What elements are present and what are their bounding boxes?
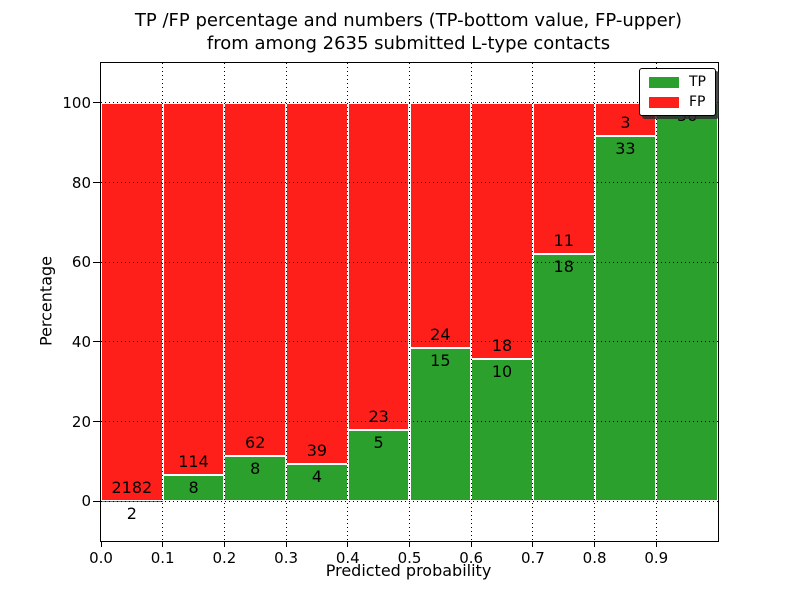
- x-tick-mark: [285, 541, 287, 547]
- bar-fp-segment: [471, 102, 533, 359]
- fp-count-label: 11: [553, 230, 574, 250]
- gridline-vertical: [162, 63, 164, 541]
- y-tick-label: 60: [71, 253, 91, 272]
- fp-count-label: 24: [430, 324, 451, 344]
- y-tick-label: 80: [71, 173, 91, 192]
- chart-title-line2: from among 2635 submitted L-type contact…: [206, 33, 611, 54]
- fp-count-label: 39: [306, 441, 328, 461]
- legend-entry-fp: FP: [649, 95, 706, 109]
- x-tick-label: 0.9: [644, 549, 669, 567]
- gridline-vertical: [409, 63, 410, 541]
- legend-label-fp: FP: [689, 94, 706, 110]
- y-tick-mark: [93, 182, 100, 183]
- x-tick-label: 0.3: [274, 549, 299, 567]
- bar-tp-segment: [532, 253, 595, 502]
- x-tick-mark: [100, 541, 102, 547]
- gridline-vertical: [223, 63, 225, 541]
- tp-count-label: 5: [373, 433, 384, 453]
- tp-count-label: 8: [250, 458, 261, 478]
- x-tick-mark: [223, 541, 225, 547]
- x-tick-mark: [162, 541, 164, 547]
- tp-count-label: 18: [553, 256, 574, 276]
- x-tick-label: 0.2: [212, 549, 237, 567]
- y-tick-mark: [93, 102, 100, 104]
- x-tick-label: 0.1: [150, 549, 175, 567]
- x-tick-mark: [532, 541, 534, 547]
- x-tick-mark: [470, 541, 472, 547]
- chart-title: TP /FP percentage and numbers (TP-bottom…: [100, 9, 717, 55]
- tp-count-label: 8: [188, 478, 199, 498]
- fp-count-label: 3: [620, 113, 631, 132]
- x-tick-mark: [409, 541, 410, 547]
- y-tick-mark: [93, 341, 100, 343]
- gridline-vertical: [655, 63, 657, 541]
- legend-swatch-tp-icon: [649, 76, 679, 88]
- chart-title-line1: TP /FP percentage and numbers (TP-bottom…: [134, 10, 683, 31]
- gridline-vertical: [347, 63, 349, 541]
- gridline-vertical: [532, 63, 534, 541]
- x-tick-label: 0.7: [520, 549, 545, 567]
- y-tick-label: 100: [62, 93, 91, 112]
- x-axis-label: Predicted probability: [325, 561, 492, 580]
- bar-tp-segment: [656, 102, 718, 502]
- y-tick-mark: [93, 261, 100, 263]
- bar-fp-segment: [286, 102, 348, 465]
- legend: TP FP: [639, 68, 716, 116]
- bar-fp-segment: [162, 102, 225, 476]
- tp-count-label: 10: [491, 361, 513, 381]
- fp-count-label: 2182: [111, 477, 153, 497]
- fp-count-label: 114: [178, 452, 209, 472]
- legend-label-tp: TP: [689, 74, 706, 90]
- y-tick-mark: [93, 500, 100, 502]
- tp-count-label: 2: [126, 503, 137, 523]
- y-tick-label: 20: [71, 412, 91, 431]
- y-tick-label: 0: [81, 492, 91, 511]
- x-tick-label: 0.8: [582, 549, 607, 567]
- x-tick-mark: [655, 541, 657, 547]
- x-tick-mark: [347, 541, 349, 547]
- x-tick-label: 0.6: [459, 549, 484, 567]
- bar-fp-segment: [101, 102, 163, 501]
- bar-fp-segment: [409, 102, 472, 348]
- tp-count-label: 33: [615, 139, 636, 158]
- y-tick-label: 40: [71, 332, 91, 351]
- fp-count-label: 18: [491, 335, 513, 355]
- legend-entry-tp: TP: [649, 75, 706, 89]
- x-tick-label: 0.0: [89, 549, 113, 567]
- fp-count-label: 23: [368, 407, 389, 427]
- x-tick-mark: [594, 541, 596, 547]
- tp-count-label: 4: [311, 467, 323, 487]
- bar-fp-segment: [224, 102, 287, 456]
- legend-swatch-fp-icon: [649, 96, 679, 108]
- bar-fp-segment: [347, 102, 410, 431]
- gridline-vertical: [285, 63, 287, 541]
- x-tick-label: 0.4: [335, 549, 360, 567]
- x-tick-label: 0.5: [397, 549, 422, 567]
- fp-count-label: 62: [245, 432, 266, 452]
- gridline-vertical: [470, 63, 472, 541]
- y-tick-mark: [93, 421, 100, 422]
- tp-count-label: 15: [430, 350, 451, 370]
- gridline-vertical: [594, 63, 596, 541]
- bar-tp-segment: [286, 464, 348, 502]
- bar-tp-segment: [594, 136, 657, 502]
- bar-tp-segment: [224, 455, 287, 502]
